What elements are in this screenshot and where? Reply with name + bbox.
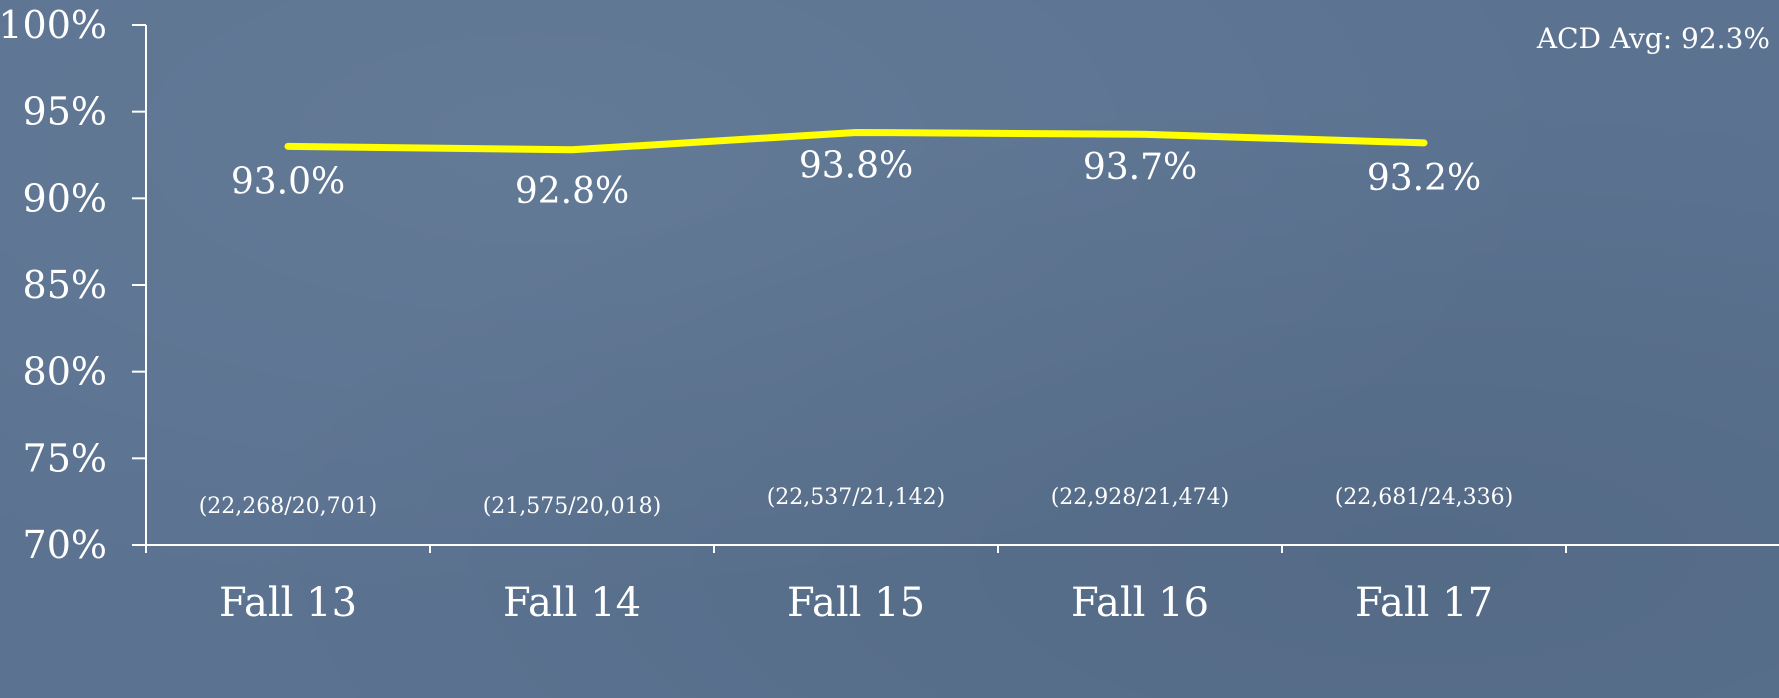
y-tick-label: 90% xyxy=(23,176,107,220)
count-label: (22,681/24,336) xyxy=(1335,485,1514,510)
data-point xyxy=(1137,131,1143,138)
y-tick-label: 80% xyxy=(23,350,107,394)
y-tick-label: 85% xyxy=(23,263,107,307)
x-axis-ticks: Fall 13 Fall 14 Fall 15 Fall 16 Fall 17 xyxy=(145,545,1567,626)
count-label: (21,575/20,018) xyxy=(483,494,662,519)
count-label: (22,268/20,701) xyxy=(199,494,378,519)
data-label: 93.0% xyxy=(231,161,345,202)
y-tick-label: 95% xyxy=(23,90,107,134)
y-axis-ticks: 70% 75% 80% 85% 90% 95% 100% xyxy=(0,3,146,567)
count-labels: (22,268/20,701) (21,575/20,018) (22,537/21… xyxy=(199,485,1514,519)
data-point xyxy=(569,146,575,153)
data-label: 93.8% xyxy=(799,145,913,186)
count-label: (22,537/21,142) xyxy=(767,485,946,510)
y-tick-label: 70% xyxy=(23,523,107,567)
data-label: 92.8% xyxy=(515,171,629,212)
y-tick-label: 75% xyxy=(23,436,107,480)
data-label: 93.2% xyxy=(1367,158,1481,199)
data-point xyxy=(285,143,291,150)
count-label: (22,928/21,474) xyxy=(1051,485,1230,510)
y-tick-label: 100% xyxy=(0,3,107,47)
data-labels: 93.0% 92.8% 93.8% 93.7% 93.2% xyxy=(231,145,1481,211)
data-point xyxy=(1421,139,1427,146)
data-point xyxy=(853,129,859,136)
x-tick-label: Fall 16 xyxy=(1071,580,1209,626)
data-label: 93.7% xyxy=(1083,147,1197,188)
x-tick-label: Fall 13 xyxy=(219,580,357,626)
x-tick-label: Fall 14 xyxy=(503,580,641,626)
x-tick-label: Fall 15 xyxy=(787,580,925,626)
acd-average-annotation: ACD Avg: 92.3% xyxy=(1536,22,1770,55)
x-tick-label: Fall 17 xyxy=(1355,580,1493,626)
